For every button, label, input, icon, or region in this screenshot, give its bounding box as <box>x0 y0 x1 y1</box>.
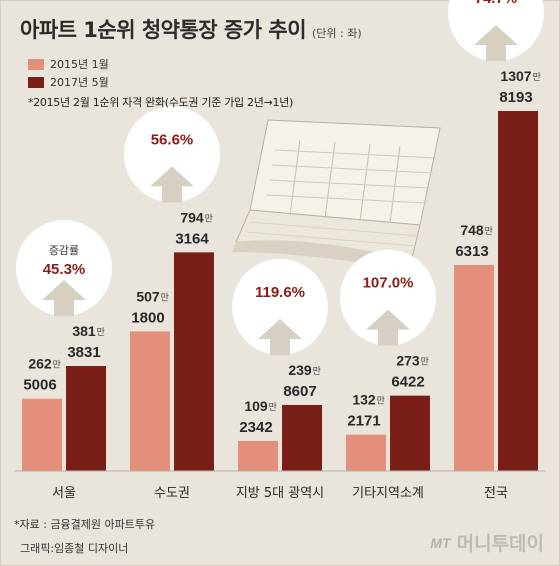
bar-2015 <box>346 434 386 471</box>
growth-arrow-icon <box>258 318 302 355</box>
value-unit-2017: 만 <box>97 327 105 337</box>
growth-rate-label: 45.3% <box>43 261 86 278</box>
value-rest-2017: 8193 <box>499 89 532 106</box>
growth-arrow: 56.6% <box>124 106 220 203</box>
value-rest-2017: 3831 <box>67 344 100 361</box>
growth-arrows: 증감률 45.3% 56.6% 119.6% 107.0% 74.7% <box>16 0 544 355</box>
growth-arrow-icon <box>474 25 518 61</box>
growth-arrow-icon <box>150 166 194 203</box>
growth-rate-label: 74.7% <box>475 0 518 7</box>
brand-name: 머니투데이 <box>456 533 544 555</box>
growth-arrow-icon <box>366 309 410 346</box>
brand-mt: MT <box>430 534 451 551</box>
growth-arrow-circle <box>16 220 112 317</box>
chart-title: 아파트 1순위 청약통장 증가 추이 <box>20 18 307 42</box>
value-unit-2015: 만 <box>485 226 493 236</box>
category-label: 서울 <box>52 486 76 501</box>
value-rest-2017: 8607 <box>283 383 316 400</box>
legend-swatch-2015 <box>28 58 44 70</box>
value-man-2017: 381 <box>72 323 96 339</box>
value-unit-2015: 만 <box>161 292 169 302</box>
legend-label-2017: 2017년 5월 <box>50 76 109 89</box>
bar-2015 <box>454 264 494 471</box>
bar-2017 <box>282 404 322 471</box>
growth-arrow: 74.7% <box>448 0 544 61</box>
value-unit-2015: 만 <box>269 402 277 412</box>
source-note: *자료 : 금융결제원 아파트투유 <box>14 518 156 531</box>
bar-2015 <box>130 331 170 471</box>
bar-2017 <box>174 252 214 471</box>
growth-arrow-circle <box>340 249 436 346</box>
value-man-2015: 262 <box>28 356 52 372</box>
value-unit-2017: 만 <box>313 366 321 376</box>
value-man-2015: 748 <box>460 222 484 238</box>
bar-2015 <box>22 398 62 471</box>
value-rest-2017: 3164 <box>175 230 209 247</box>
value-rest-2015: 5006 <box>23 377 56 394</box>
value-unit-2017: 만 <box>205 213 213 223</box>
value-rest-2015: 2342 <box>239 419 272 436</box>
value-unit-2017: 만 <box>533 72 541 82</box>
growth-rate-label: 119.6% <box>255 284 305 301</box>
unit-label: (단위 : 좌) <box>312 27 362 40</box>
legend: 2015년 1월 2017년 5월 <box>28 56 109 92</box>
value-man-2017: 794 <box>180 209 204 225</box>
value-man-2017: 239 <box>288 362 312 378</box>
value-man-2015: 132 <box>352 392 376 408</box>
value-rest-2015: 1800 <box>131 309 164 326</box>
growth-rate-label: 107.0% <box>363 275 414 292</box>
legend-item-2015: 2015년 1월 <box>28 56 109 72</box>
bankbook-illustration <box>232 119 441 268</box>
category-labels: 서울 수도권 지방 5대 광역시 기타지역소계 전국 <box>52 486 508 501</box>
value-unit-2017: 만 <box>421 357 429 367</box>
category-label: 전국 <box>484 486 508 501</box>
category-label: 지방 5대 광역시 <box>236 486 324 501</box>
rate-caption: 증감률 <box>49 244 79 257</box>
legend-swatch-2017 <box>28 76 44 88</box>
bar-2017 <box>390 395 430 471</box>
value-rest-2015: 6313 <box>455 243 488 260</box>
policy-note: *2015년 2월 1순위 자격 완화(수도권 기준 가입 2년→1년) <box>28 96 294 109</box>
value-man-2015: 507 <box>136 288 160 304</box>
value-man-2017: 1307 <box>500 68 531 84</box>
growth-arrow-icon <box>42 280 86 317</box>
category-label: 수도권 <box>154 486 190 501</box>
growth-arrow-circle <box>232 258 328 355</box>
category-label: 기타지역소계 <box>352 486 424 501</box>
value-man-2015: 109 <box>244 398 268 414</box>
brand-logo: MT 머니투데이 <box>430 529 544 556</box>
legend-item-2017: 2017년 5월 <box>28 74 109 90</box>
growth-rate-label: 56.6% <box>151 131 194 148</box>
bar-2017 <box>66 366 106 471</box>
value-man-2017: 273 <box>396 353 420 369</box>
bar-2017 <box>498 111 538 471</box>
growth-arrow: 증감률 45.3% <box>16 220 112 317</box>
growth-arrow: 107.0% <box>340 249 436 346</box>
value-rest-2017: 6422 <box>391 374 424 391</box>
title-block: 아파트 1순위 청약통장 증가 추이 (단위 : 좌) <box>20 14 362 44</box>
graphic-credit: 그래픽:임종철 디자이너 <box>20 542 129 555</box>
growth-arrow-circle <box>124 106 220 203</box>
value-rest-2015: 2171 <box>347 413 380 430</box>
bar-2015 <box>238 440 278 471</box>
value-unit-2015: 만 <box>53 360 61 370</box>
growth-arrow: 119.6% <box>232 258 328 355</box>
legend-label-2015: 2015년 1월 <box>50 58 109 71</box>
value-unit-2015: 만 <box>377 396 385 406</box>
bars <box>22 111 538 471</box>
